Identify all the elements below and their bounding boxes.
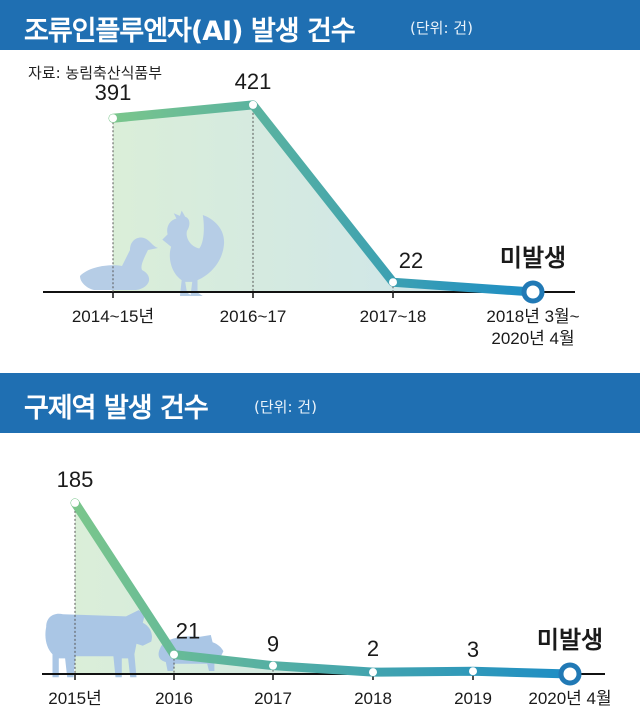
- data-label: 421: [235, 69, 272, 94]
- chart2-unit: (단위: 건): [254, 398, 317, 416]
- rooster-icon: [162, 210, 225, 296]
- data-point: [170, 650, 178, 659]
- data-label: 185: [57, 467, 94, 492]
- data-label: 22: [399, 248, 423, 273]
- end-marker: [521, 280, 545, 304]
- tick-label: 2016: [155, 689, 193, 708]
- chart1-title: 조류인플루엔자(AI) 발생 건수: [24, 16, 356, 47]
- chart2-title: 구제역 발생 건수: [24, 393, 209, 424]
- chart2-banner: 구제역 발생 건수 (단위: 건): [0, 373, 640, 433]
- tick-label: 2017: [254, 689, 292, 708]
- chart1-banner: 조류인플루엔자(AI) 발생 건수 (단위: 건): [0, 0, 640, 50]
- data-label: 9: [267, 632, 279, 657]
- data-point: [269, 661, 277, 670]
- duck-icon: [80, 237, 158, 290]
- tick-label: 2018년 3월~: [486, 307, 579, 326]
- ai-chart: 391 421 22 미발생 2014~15년 2016~17 2017~18 2018년 3…: [43, 69, 580, 348]
- area-fill: [75, 502, 570, 674]
- data-point: [249, 100, 257, 109]
- series-line: [108, 100, 538, 297]
- tick-label: 2020년 4월: [528, 689, 611, 708]
- tick-label: 2017~18: [360, 307, 427, 326]
- tick-label: 2016~17: [220, 307, 287, 326]
- data-label: 391: [95, 80, 132, 105]
- data-label: 미발생: [500, 245, 566, 272]
- data-point: [369, 668, 377, 677]
- tick-label: 2015년: [48, 689, 101, 708]
- data-label: 3: [467, 637, 479, 662]
- data-label: 미발생: [537, 627, 603, 654]
- tick-label: 2020년 4월: [491, 329, 574, 348]
- tick-label: 2019: [454, 689, 492, 708]
- data-point: [389, 278, 397, 287]
- cow-icon: [45, 610, 152, 678]
- end-marker: [558, 662, 582, 686]
- chart1-unit: (단위: 건): [410, 19, 473, 37]
- data-point: [469, 667, 477, 676]
- fmd-chart: 185 21 9 2 3 미발생 2015년 2016 2017 2018 2019 2020년 4월: [42, 467, 612, 708]
- data-point: [71, 498, 79, 507]
- tick-label: 2018: [354, 689, 392, 708]
- data-label: 21: [176, 619, 200, 644]
- chart1-source: 자료: 농림축산식품부: [28, 64, 163, 82]
- tick-label: 2014~15년: [72, 307, 154, 326]
- data-point: [109, 114, 117, 123]
- series-line: [70, 498, 575, 679]
- data-label: 2: [367, 636, 379, 661]
